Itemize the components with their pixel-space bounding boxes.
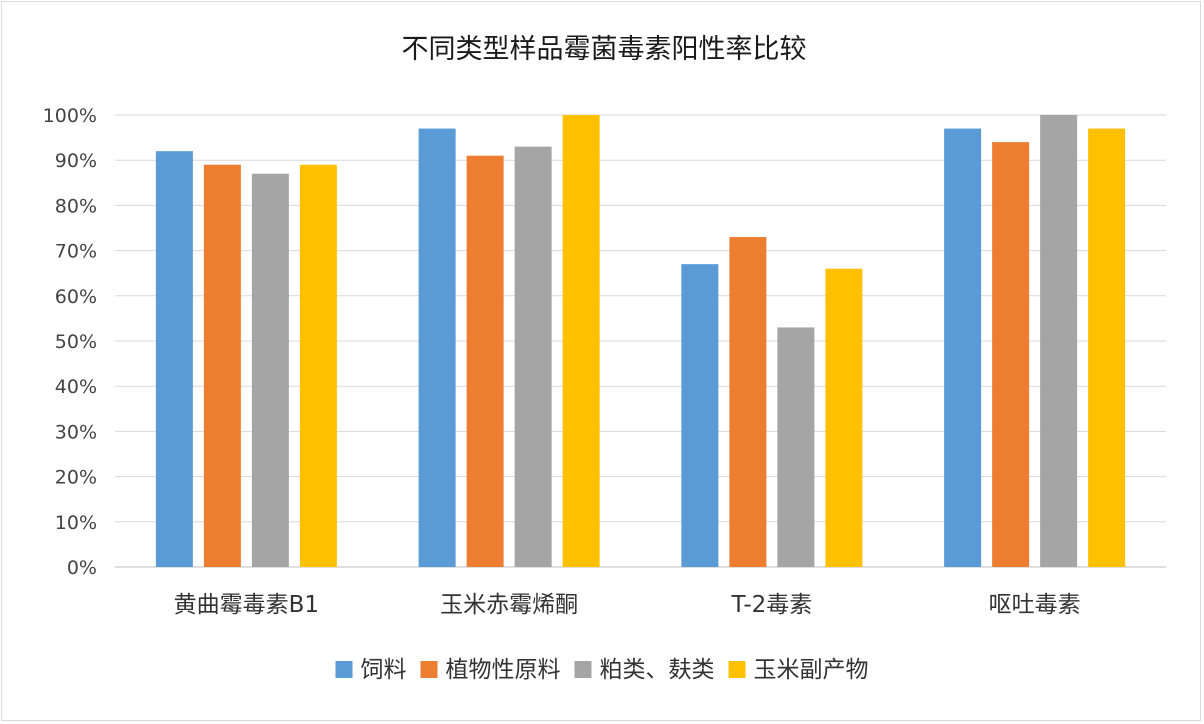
y-tick-label: 80% xyxy=(55,195,97,217)
y-tick-label: 100% xyxy=(43,105,97,127)
y-tick-label: 0% xyxy=(67,557,97,579)
legend-label: 植物性原料 xyxy=(446,657,561,683)
bar xyxy=(466,155,504,567)
bar xyxy=(681,264,719,567)
y-tick-label: 50% xyxy=(55,331,97,353)
bar xyxy=(562,115,600,567)
bar xyxy=(944,128,982,567)
y-tick-label: 20% xyxy=(55,467,97,489)
bar xyxy=(299,164,337,567)
bar xyxy=(514,146,552,567)
bar xyxy=(992,142,1030,567)
bar xyxy=(1040,115,1078,567)
bar xyxy=(777,327,815,567)
x-category-label: 玉米赤霉烯酮 xyxy=(440,592,578,618)
bar xyxy=(825,268,863,567)
bar xyxy=(418,128,456,567)
bar xyxy=(251,173,289,567)
legend-swatch xyxy=(728,661,746,678)
legend-swatch xyxy=(574,661,592,678)
y-tick-label: 70% xyxy=(55,241,97,263)
legend-swatch xyxy=(420,661,438,678)
x-axis-categories: 黄曲霉毒素B1 玉米赤霉烯酮 T-2毒素 呕吐毒素 xyxy=(174,592,1081,618)
y-tick-label: 10% xyxy=(55,512,97,534)
grid-lines xyxy=(115,114,1166,568)
legend-label: 玉米副产物 xyxy=(754,657,869,683)
y-tick-label: 40% xyxy=(55,376,97,398)
bars xyxy=(155,115,1126,568)
x-category-label: 黄曲霉毒素B1 xyxy=(174,592,319,618)
y-tick-label: 60% xyxy=(55,286,97,308)
legend-swatch xyxy=(335,661,353,678)
bar xyxy=(1088,128,1126,567)
chart-title: 不同类型样品霉菌毒素阳性率比较 xyxy=(402,34,807,65)
legend-label: 饲料 xyxy=(361,657,407,683)
y-tick-label: 90% xyxy=(55,150,97,172)
bar xyxy=(729,237,767,568)
bar xyxy=(155,151,193,567)
x-category-label: T-2毒素 xyxy=(730,592,812,618)
bar xyxy=(203,164,241,567)
y-tick-label: 30% xyxy=(55,421,97,443)
y-axis-ticks: 0% 10% 20% 30% 40% 50% 60% 70% 80% 90% 100% xyxy=(43,105,97,579)
x-category-label: 呕吐毒素 xyxy=(989,592,1081,618)
legend-label: 粕类、麸类 xyxy=(600,657,715,683)
legend: 饲料 植物性原料 粕类、麸类 玉米副产物 xyxy=(335,657,869,683)
